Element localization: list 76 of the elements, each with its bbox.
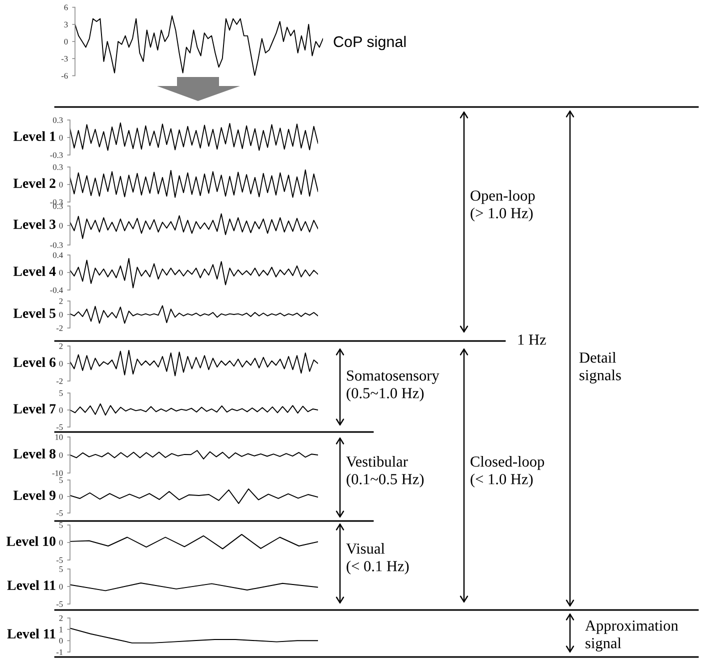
y-tick-label: 5 [59,522,63,528]
y-axis-title: Level 8 [13,448,56,458]
y-tick-label: 0 [59,270,63,276]
y-tick-label: -10 [52,470,63,476]
y-tick-label: 5 [59,477,63,483]
line-series [70,169,318,198]
y-tick-label: -6 [61,73,68,79]
y-tick-label: -5 [56,557,63,563]
y-tick-label: -0.3 [50,242,63,248]
text: CoP signal [334,36,406,50]
y-axis-title: Level 3 [13,219,56,229]
text: Visual (< 0.1 Hz) [346,543,409,574]
y-tick-label: 6 [64,4,68,10]
y-axis-title: Level 6 [13,357,56,367]
y-tick-label: -2 [56,325,63,331]
y-tick-label: -3 [61,56,68,62]
line-series [70,122,318,151]
y-axis-title: Level 4 [13,266,56,276]
y-tick-label: 0 [59,407,63,413]
text: Approximation signal [585,620,678,652]
line-series [70,213,318,239]
y-tick-label: 0 [59,182,63,188]
text: Somatosensory (0.5~1.0 Hz) [346,370,440,402]
y-tick-label: -5 [56,601,63,607]
text: Closed-loop (< 1.0 Hz) [470,456,544,488]
y-tick-label: 2 [59,298,63,304]
y-axis-title: Level 11 [7,628,56,638]
y-tick-label: 0 [59,638,63,644]
text: 1 Hz [518,334,546,345]
y-tick-label: 2 [59,343,63,349]
y-tick-label: 1 [60,626,63,632]
y-tick-label: 2 [59,615,63,621]
text: Vestibular (0.1~0.5 Hz) [346,456,424,488]
y-tick-label: 0 [59,494,63,500]
y-tick-label: 0 [59,584,63,590]
y-tick-label: 0 [59,452,63,458]
line-series [70,582,318,592]
line-series [70,534,318,550]
line-series [70,450,318,460]
line-series [70,350,318,376]
y-tick-label: 0.3 [52,117,63,124]
y-axis-title: Level 5 [13,308,56,318]
y-tick-label: -0.3 [50,199,63,206]
y-tick-label: 5 [59,390,63,396]
line-series [70,488,318,504]
y-axis-title: Level 10 [6,536,56,546]
y-tick-label: -0.3 [50,152,63,158]
y-axis-title: Level 2 [13,178,56,188]
y-tick-label: 0 [59,312,63,318]
y-tick-label: 0 [59,360,63,366]
line-series [70,403,318,416]
y-tick-label: 0 [59,540,63,546]
y-tick-label: 0.3 [52,203,63,210]
y-tick-label: -1 [56,649,63,655]
text: Open-loop (> 1.0 Hz) [470,190,535,222]
y-tick-label: -0.4 [50,287,63,294]
y-axis-title: Level 7 [13,404,56,414]
line-series [70,258,318,288]
y-tick-label: -5 [56,510,63,516]
y-axis-title: Level 9 [13,490,56,500]
line-series [70,628,318,644]
y-tick-label: 0 [64,38,68,44]
y-tick-label: 3 [64,22,68,28]
y-tick-label: 0.4 [52,252,63,258]
y-tick-label: 5 [59,566,63,572]
y-tick-label: -2 [56,378,63,384]
y-axis-title: Level 11 [7,580,56,590]
y-tick-label: 0.3 [52,164,63,170]
y-tick-label: 0 [59,222,63,228]
line-series [75,15,323,76]
line-series [70,305,318,324]
y-axis-title: Level 1 [13,131,56,141]
y-tick-label: -5 [56,424,63,430]
y-tick-label: 0 [59,134,63,140]
text: Detail signals [579,352,621,384]
y-tick-label: 10 [55,434,63,440]
